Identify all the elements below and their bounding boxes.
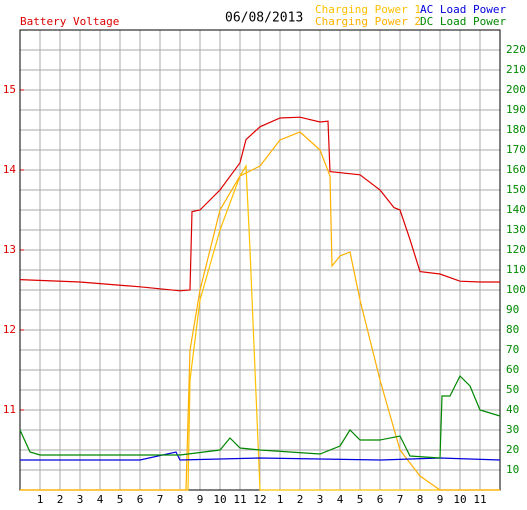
x-tick-label: 5 bbox=[357, 493, 364, 506]
y2-tick-label: 140 bbox=[506, 203, 526, 216]
y2-tick-label: 50 bbox=[506, 383, 519, 396]
x-tick-label: 10 bbox=[213, 493, 226, 506]
y2-tick-label: 130 bbox=[506, 223, 526, 236]
x-tick-label: 9 bbox=[197, 493, 204, 506]
series-line bbox=[20, 451, 501, 461]
chart-title: Battery Voltage bbox=[20, 15, 119, 28]
y2-tick-label: 220 bbox=[506, 43, 526, 56]
x-tick-label: 11 bbox=[233, 493, 246, 506]
x-tick-label: 6 bbox=[137, 493, 144, 506]
y2-tick-label: 70 bbox=[506, 343, 519, 356]
y2-tick-label: 10 bbox=[506, 463, 519, 476]
y2-tick-label: 200 bbox=[506, 83, 526, 96]
y2-tick-label: 120 bbox=[506, 243, 526, 256]
y-tick-label: 15 bbox=[3, 83, 16, 96]
legend-entry: AC Load Power bbox=[420, 3, 506, 16]
x-tick-label: 10 bbox=[453, 493, 466, 506]
y2-tick-label: 60 bbox=[506, 363, 519, 376]
legend-entry: Charging Power 2 bbox=[315, 15, 421, 28]
y2-tick-label: 90 bbox=[506, 303, 519, 316]
legend-entry: DC Load Power bbox=[420, 15, 506, 28]
x-tick-label: 2 bbox=[57, 493, 64, 506]
y-tick-label: 13 bbox=[3, 243, 16, 256]
y2-tick-label: 170 bbox=[506, 143, 526, 156]
y2-tick-label: 190 bbox=[506, 103, 526, 116]
x-tick-label: 7 bbox=[157, 493, 164, 506]
series-line bbox=[19, 116, 500, 292]
y2-tick-label: 100 bbox=[506, 283, 526, 296]
y2-tick-label: 20 bbox=[506, 443, 519, 456]
legend-entry: Charging Power 1 bbox=[315, 3, 421, 16]
x-tick-label: 3 bbox=[77, 493, 84, 506]
y-tick-label: 12 bbox=[3, 323, 16, 336]
x-tick-label: 4 bbox=[337, 493, 344, 506]
y2-tick-label: 40 bbox=[506, 403, 519, 416]
x-tick-label: 1 bbox=[277, 493, 284, 506]
x-tick-label: 8 bbox=[417, 493, 424, 506]
chart-date: 06/08/2013 bbox=[225, 11, 303, 26]
x-tick-label: 1 bbox=[37, 493, 44, 506]
y2-tick-label: 110 bbox=[506, 263, 526, 276]
x-tick-label: 2 bbox=[297, 493, 304, 506]
x-tick-label: 5 bbox=[117, 493, 124, 506]
x-tick-label: 8 bbox=[177, 493, 184, 506]
x-tick-label: 6 bbox=[377, 493, 384, 506]
y2-tick-label: 160 bbox=[506, 163, 526, 176]
y2-tick-label: 180 bbox=[506, 123, 526, 136]
x-tick-label: 3 bbox=[317, 493, 324, 506]
x-tick-label: 7 bbox=[397, 493, 404, 506]
x-tick-label: 11 bbox=[473, 493, 486, 506]
y-tick-label: 11 bbox=[3, 403, 16, 416]
series-line bbox=[20, 131, 500, 491]
series-line bbox=[20, 163, 500, 491]
y2-tick-label: 150 bbox=[506, 183, 526, 196]
y2-tick-label: 30 bbox=[506, 423, 519, 436]
y2-tick-label: 80 bbox=[506, 323, 519, 336]
y2-tick-label: 210 bbox=[506, 63, 526, 76]
y-tick-label: 14 bbox=[3, 163, 17, 176]
x-tick-label: 9 bbox=[437, 493, 444, 506]
x-tick-label: 12 bbox=[253, 493, 266, 506]
series-line bbox=[19, 374, 501, 459]
x-tick-label: 4 bbox=[97, 493, 104, 506]
